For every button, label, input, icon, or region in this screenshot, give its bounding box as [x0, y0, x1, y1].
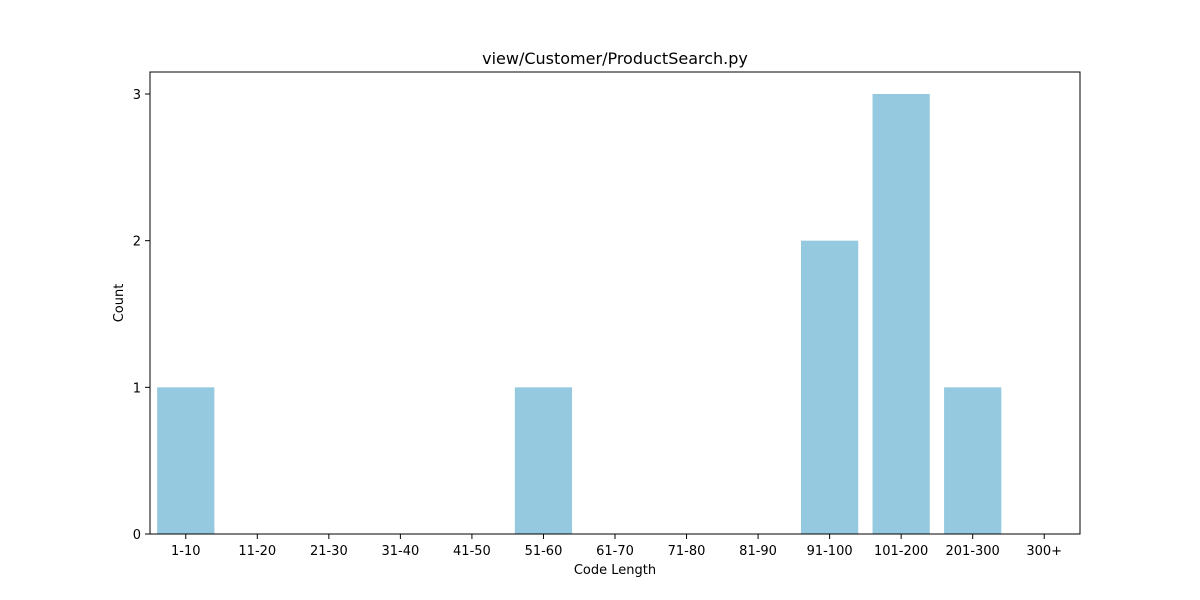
x-tick-label: 21-30 [310, 544, 348, 559]
chart-title: view/Customer/ProductSearch.py [482, 49, 748, 68]
x-tick-label: 61-70 [596, 544, 634, 559]
bar-1-10 [157, 387, 215, 534]
bar-101-200 [872, 94, 930, 534]
x-axis-label: Code Length [574, 563, 656, 578]
bars-group [157, 94, 1002, 534]
x-ticks-group: 1-10 11-20 21-30 31-40 41-50 51-60 61-70 71-80 8… [171, 534, 1062, 559]
y-ticks-group: 0 1 2 3 [133, 88, 150, 543]
x-tick-label: 31-40 [381, 544, 419, 559]
x-tick-label: 300+ [1026, 544, 1062, 559]
y-tick-label: 3 [133, 88, 141, 103]
y-tick-label: 2 [133, 235, 141, 250]
x-tick-label: 11-20 [238, 544, 276, 559]
x-tick-label: 71-80 [668, 544, 706, 559]
x-tick-label: 201-300 [946, 544, 1000, 559]
bar-51-60 [514, 387, 573, 534]
x-tick-label: 81-90 [739, 544, 777, 559]
y-axis-label: Count [112, 284, 127, 323]
y-tick-label: 0 [133, 528, 141, 543]
x-tick-label: 91-100 [807, 544, 853, 559]
x-tick-label: 41-50 [453, 544, 491, 559]
bar-91-100 [801, 240, 859, 534]
plot-frame [149, 71, 1081, 535]
bar-201-300 [944, 387, 1002, 534]
x-tick-label: 1-10 [171, 544, 201, 559]
x-tick-label: 101-200 [874, 544, 928, 559]
x-tick-label: 51-60 [525, 544, 563, 559]
y-tick-label: 1 [133, 381, 141, 396]
